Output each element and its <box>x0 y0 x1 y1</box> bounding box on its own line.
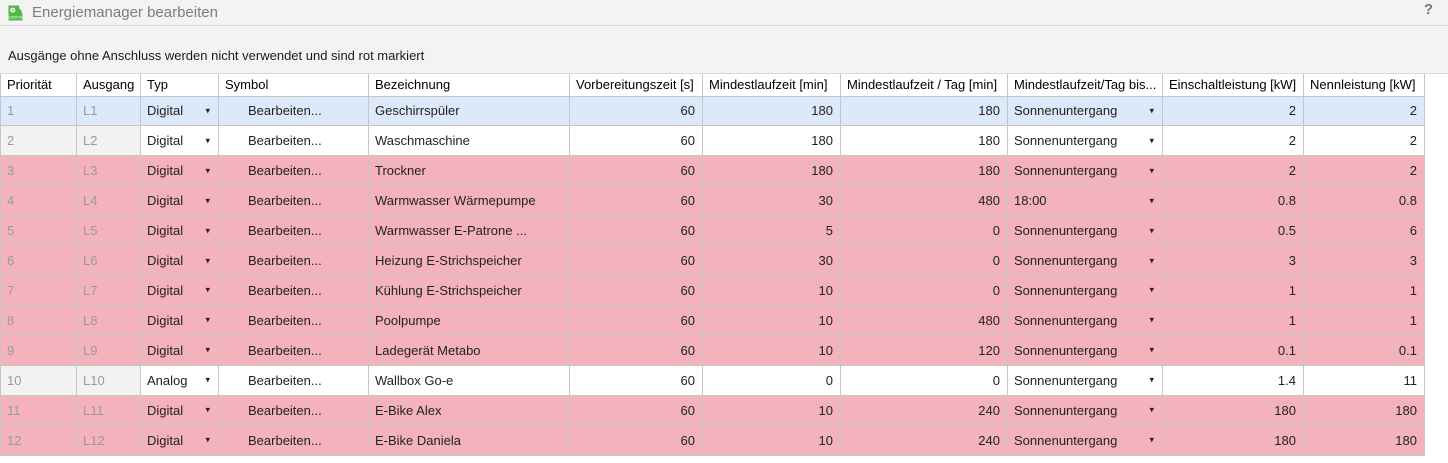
svg-text:CONFIG: CONFIG <box>8 16 23 20</box>
